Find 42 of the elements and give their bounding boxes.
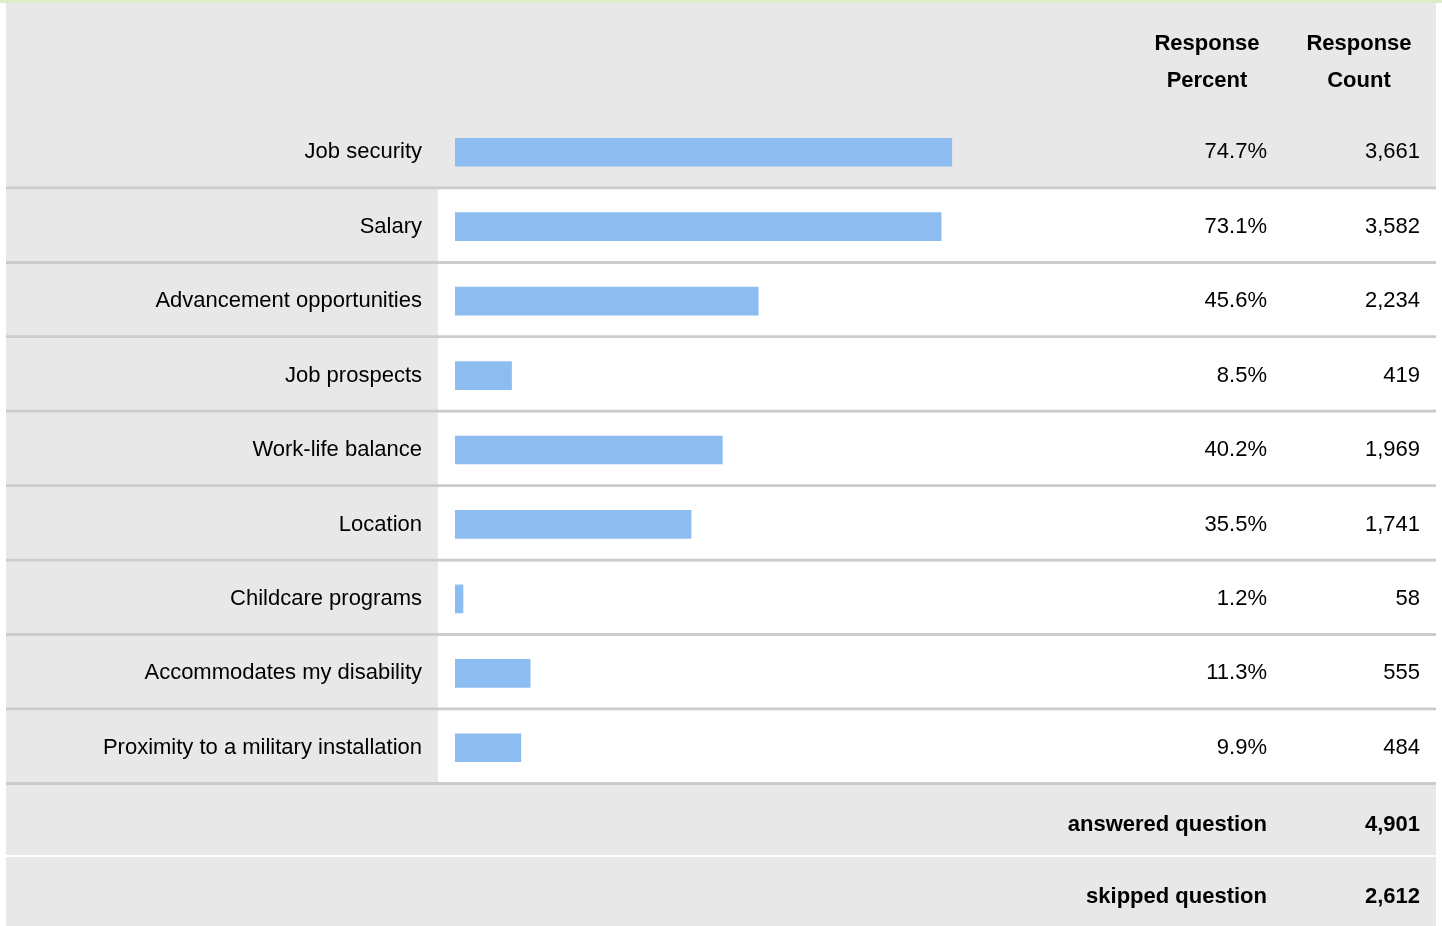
y-tick-label: Childcare programs <box>230 584 422 610</box>
text: 1,969 <box>1364 436 1420 462</box>
text: Response Count <box>1306 30 1412 93</box>
text: 58 <box>1395 584 1420 610</box>
bar <box>455 510 692 539</box>
y-tick-label: Advancement opportunities <box>155 287 422 313</box>
text: 484 <box>1383 733 1420 759</box>
y-tick-label: Salary <box>359 212 422 238</box>
data-label: 8.5% <box>1216 361 1267 387</box>
text: 419 <box>1383 361 1420 387</box>
data-label: 45.6% <box>1204 287 1267 313</box>
data-label: 73.1% <box>1204 212 1267 238</box>
bar <box>455 584 464 614</box>
data-label: 11.3% <box>1206 659 1267 685</box>
y-tick-label: Location <box>338 510 422 536</box>
bar <box>455 286 759 316</box>
text: 3,582 <box>1364 212 1420 238</box>
text: 2,612 <box>1364 883 1420 909</box>
y-tick-label: Proximity to a military installation <box>102 733 422 759</box>
bar <box>455 733 522 763</box>
y-tick-label: Job security <box>304 138 422 164</box>
text: 2,234 <box>1364 287 1420 313</box>
text: skipped question <box>1086 883 1267 909</box>
y-tick-label: Job prospects <box>285 361 422 387</box>
bar <box>455 361 512 390</box>
text: 555 <box>1383 659 1420 685</box>
data-label: 40.2% <box>1204 436 1267 462</box>
bar <box>455 137 953 167</box>
bar <box>455 212 942 241</box>
data-label: 35.5% <box>1204 510 1267 536</box>
data-label: 74.7% <box>1204 138 1267 164</box>
text: 4,901 <box>1364 811 1420 837</box>
bar <box>455 435 723 465</box>
text: Response Percent <box>1154 30 1260 93</box>
bar <box>455 659 531 688</box>
y-tick-label: Accommodates my disability <box>144 659 422 685</box>
text: 3,661 <box>1364 138 1420 164</box>
data-label: 9.9% <box>1216 733 1267 759</box>
y-tick-label: Work-life balance <box>252 436 422 462</box>
text: answered question <box>1067 811 1267 837</box>
data-label: 1.2% <box>1216 584 1267 610</box>
text: 1,741 <box>1364 510 1420 536</box>
